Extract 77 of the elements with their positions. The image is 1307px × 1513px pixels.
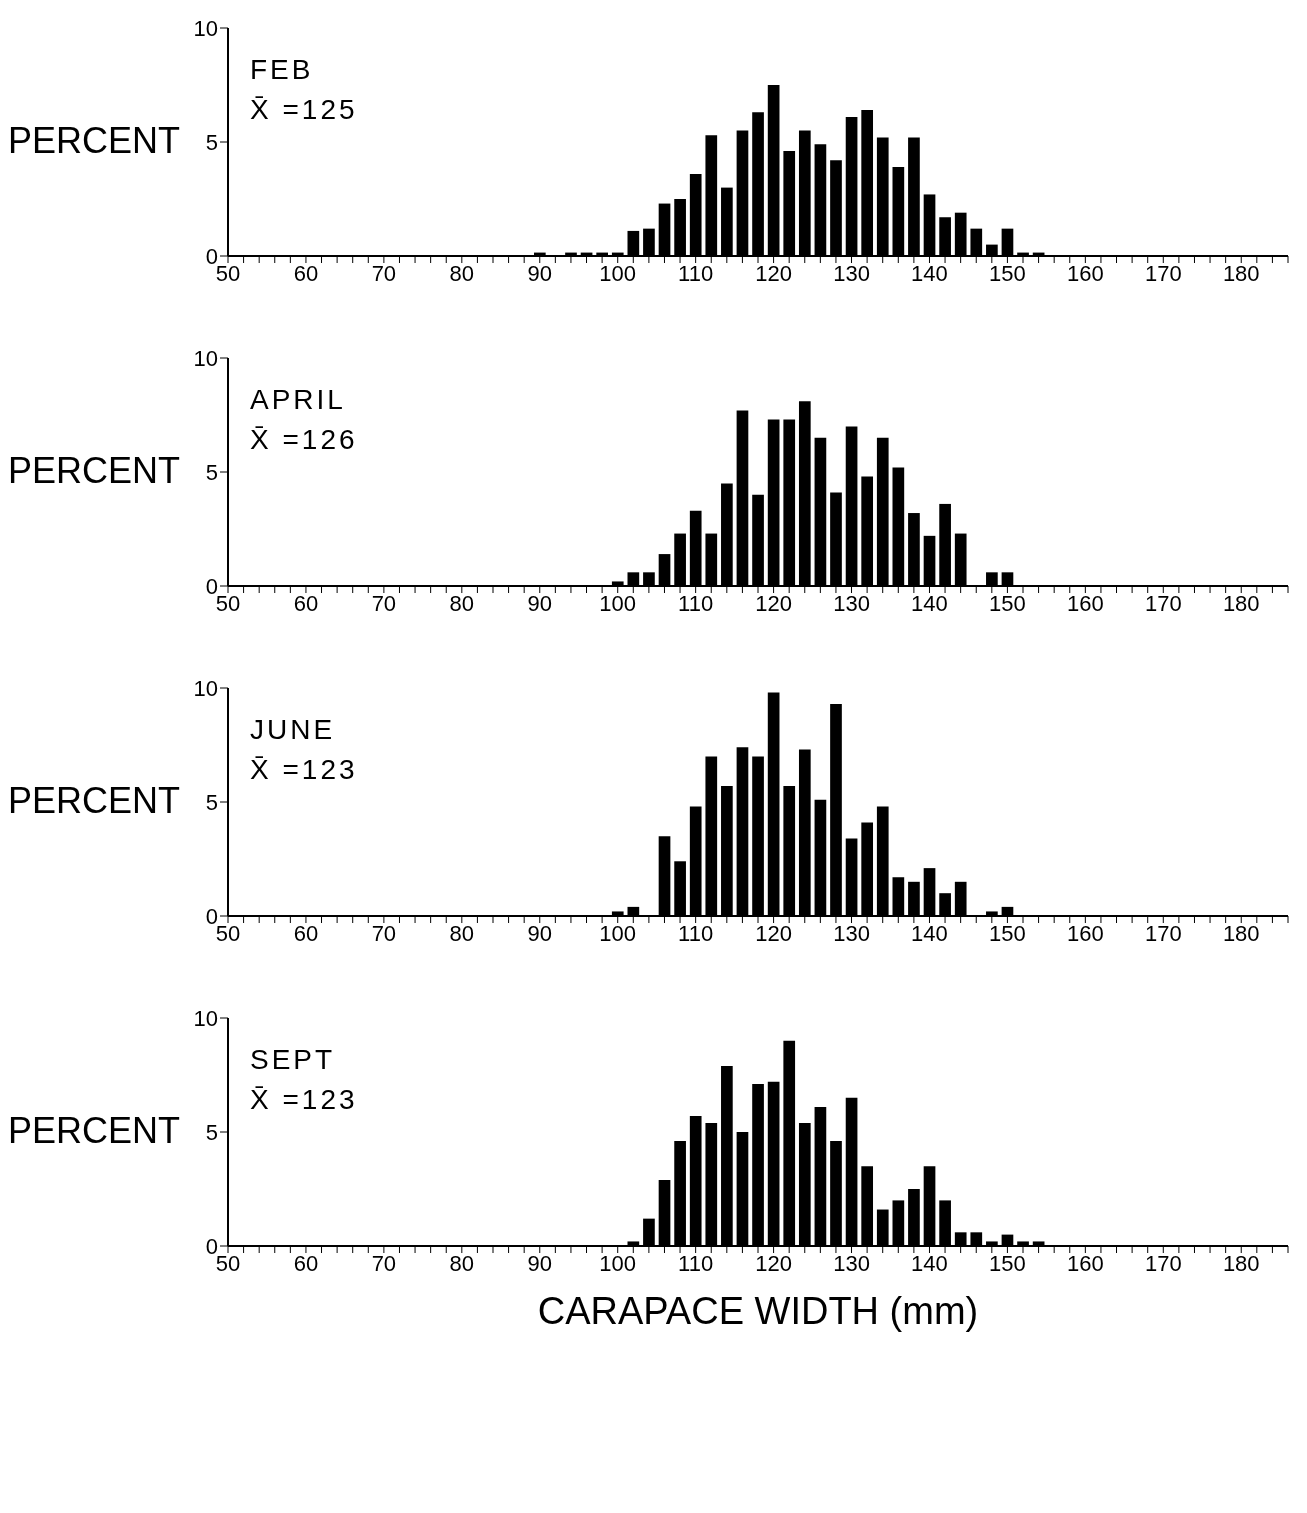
- y-tick-label: 5: [205, 129, 218, 155]
- y-tick-label: 0: [205, 243, 218, 269]
- x-tick-label: 60: [293, 590, 319, 616]
- x-tick-label: 130: [833, 920, 870, 946]
- x-tick-label: 140: [911, 260, 948, 286]
- x-tick-label: 90: [527, 920, 553, 946]
- x-tick-label: 170: [1144, 920, 1182, 946]
- x-tick-label: 180: [1222, 590, 1260, 616]
- x-tick-label: 140: [911, 1250, 948, 1276]
- y-tick-label: 5: [205, 789, 218, 815]
- y-tick-label: 10: [193, 15, 218, 41]
- x-tick-label: 120: [755, 1250, 792, 1276]
- x-tick-label: 70: [371, 920, 397, 946]
- y-axis-title: PERCENT: [8, 450, 181, 492]
- x-tick-label: 160: [1066, 590, 1104, 616]
- x-tick-label: 70: [371, 260, 397, 286]
- x-tick-label: 60: [293, 920, 319, 946]
- x-tick-label: 170: [1144, 590, 1182, 616]
- x-tick-label: 140: [911, 590, 948, 616]
- x-tick-label: 180: [1222, 920, 1260, 946]
- annotation: X̄ =123: [250, 1083, 358, 1117]
- x-tick-label: 110: [678, 1250, 714, 1276]
- annotation: X̄ =125: [250, 93, 358, 127]
- x-tick-label: 120: [755, 260, 792, 286]
- y-tick-label: 10: [193, 345, 218, 371]
- x-tick-label: 150: [989, 260, 1026, 286]
- x-tick-label: 120: [755, 590, 792, 616]
- y-axis-title: PERCENT: [8, 780, 181, 822]
- x-tick-label: 160: [1066, 920, 1104, 946]
- x-tick-label: 90: [527, 590, 553, 616]
- x-tick-label: 130: [833, 260, 870, 286]
- x-tick-label: 150: [989, 590, 1026, 616]
- x-tick-label: 100: [599, 920, 637, 946]
- y-tick-label: 10: [193, 1005, 218, 1031]
- x-tick-label: 130: [833, 590, 870, 616]
- x-axis-title: CARAPACE WIDTH (mm): [536, 1290, 980, 1333]
- x-tick-label: 100: [599, 260, 637, 286]
- annotation: X̄ =123: [250, 753, 358, 787]
- x-tick-label: 60: [293, 1250, 319, 1276]
- y-tick-label: 0: [205, 1233, 218, 1259]
- x-tick-label: 80: [449, 260, 475, 286]
- y-tick-label: 0: [205, 903, 218, 929]
- x-tick-label: 70: [371, 1250, 397, 1276]
- x-tick-label: 80: [449, 920, 475, 946]
- x-tick-label: 110: [678, 590, 714, 616]
- x-tick-label: 80: [449, 590, 475, 616]
- x-tick-label: 90: [527, 1250, 553, 1276]
- y-axis-title: PERCENT: [8, 120, 181, 162]
- x-tick-label: 180: [1222, 260, 1260, 286]
- x-tick-label: 170: [1144, 1250, 1182, 1276]
- x-tick-label: 90: [527, 260, 553, 286]
- y-tick-label: 0: [205, 573, 218, 599]
- y-tick-label: 5: [205, 459, 218, 485]
- x-tick-label: 130: [833, 1250, 870, 1276]
- x-tick-label: 180: [1222, 1250, 1260, 1276]
- y-tick-label: 5: [205, 1119, 218, 1145]
- annotation: X̄ =126: [250, 423, 358, 457]
- x-tick-label: 70: [371, 590, 397, 616]
- text: JUNE: [250, 713, 337, 747]
- x-tick-label: 140: [911, 920, 948, 946]
- x-tick-label: 100: [599, 1250, 637, 1276]
- x-tick-label: 60: [293, 260, 319, 286]
- x-tick-label: 110: [678, 920, 714, 946]
- x-tick-label: 170: [1144, 260, 1182, 286]
- x-tick-label: 160: [1066, 1250, 1104, 1276]
- text: APRIL: [250, 383, 347, 417]
- x-tick-label: 110: [678, 260, 714, 286]
- x-tick-label: 120: [755, 920, 792, 946]
- text: FEB: [250, 53, 315, 87]
- y-axis-title: PERCENT: [8, 1110, 181, 1152]
- y-tick-label: 10: [193, 675, 218, 701]
- text: SEPT: [250, 1043, 337, 1077]
- x-tick-label: 80: [449, 1250, 475, 1276]
- x-tick-label: 150: [989, 920, 1026, 946]
- x-tick-label: 150: [989, 1250, 1026, 1276]
- x-tick-label: 160: [1066, 260, 1104, 286]
- x-tick-label: 100: [599, 590, 637, 616]
